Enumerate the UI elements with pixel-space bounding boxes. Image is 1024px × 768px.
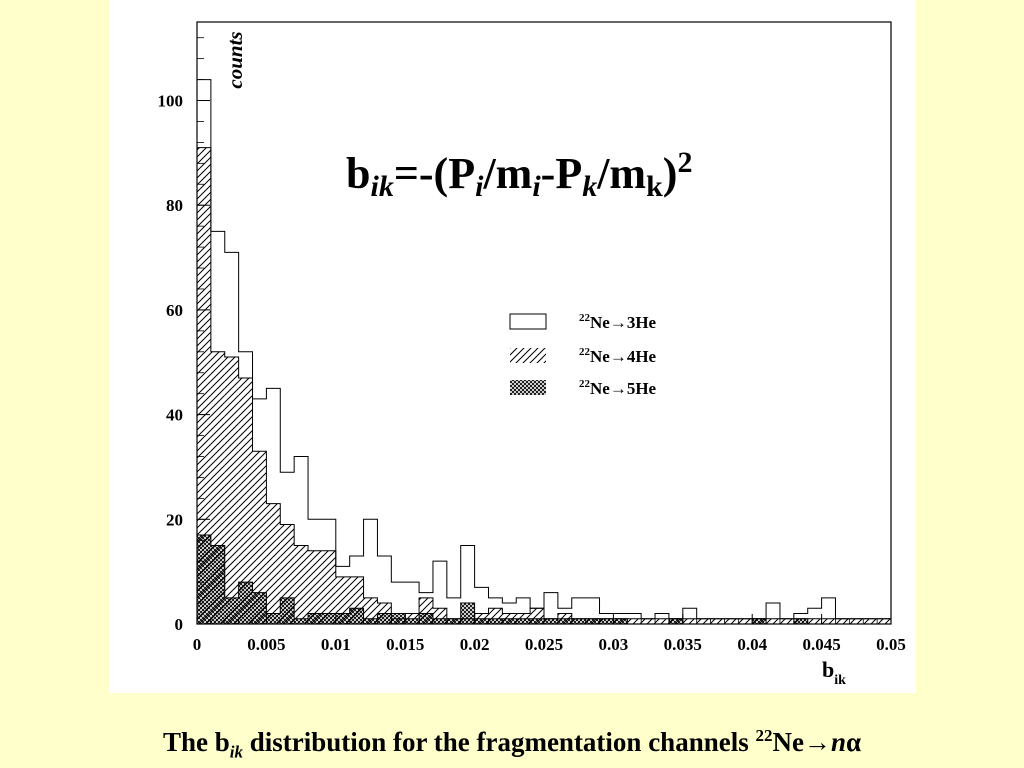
bar-crosshatch-40 (752, 618, 767, 624)
bar-open-45 (821, 597, 836, 624)
bar-crosshatch-27 (571, 618, 586, 624)
y-axis-title: counts (223, 31, 247, 88)
bar-crosshatch-7 (294, 618, 309, 624)
bar-crosshatch-0 (197, 535, 211, 624)
bar-hatch-38 (724, 618, 739, 624)
bar-crosshatch-23 (516, 618, 531, 624)
x-tick-label: 0.035 (664, 635, 702, 654)
x-tick-label: 0.05 (876, 635, 906, 654)
bar-crosshatch-22 (502, 618, 517, 624)
bar-hatch-9 (321, 550, 336, 624)
bar-crosshatch-1 (210, 545, 225, 624)
bar-open-18 (446, 597, 461, 624)
bar-hatch-37 (710, 618, 725, 624)
x-tick-label: 0.03 (599, 635, 629, 654)
bar-crosshatch-12 (363, 618, 378, 624)
x-tick-label: 0.045 (802, 635, 840, 654)
x-tick-label: 0.01 (321, 635, 351, 654)
bar-crosshatch-9 (321, 613, 336, 624)
bar-crosshatch-24 (530, 618, 544, 624)
bar-crosshatch-3 (238, 582, 253, 624)
axes: 0 0.005 0.01 0.015 0.02 0.025 0.03 0.035 0.04 0.0… (158, 37, 906, 654)
bar-hatch-46 (835, 618, 850, 624)
bar-crosshatch-15 (405, 618, 420, 624)
bar-open-28 (585, 597, 600, 624)
bar-hatch-10 (335, 576, 350, 624)
bar-open-25 (544, 592, 558, 624)
bar-crosshatch-4 (252, 592, 267, 624)
bar-hatch-0 (197, 147, 211, 625)
bar-crosshatch-14 (391, 613, 406, 624)
y-tick-label: 80 (166, 196, 183, 215)
x-tick-label: 0.02 (460, 635, 490, 654)
legend-label-4he: 22Ne→4He (579, 346, 657, 366)
bar-crosshatch-10 (335, 613, 350, 624)
x-tick-label: 0.005 (247, 635, 285, 654)
bar-hatch-32 (641, 618, 656, 624)
bar-hatch-36 (696, 618, 711, 624)
bar-crosshatch-6 (280, 597, 295, 624)
bar-hatch-45 (821, 618, 836, 624)
legend-swatch-5he (510, 380, 546, 395)
legend-swatch-3he (509, 313, 547, 330)
x-tick-label: 0.04 (737, 635, 767, 654)
y-tick-label: 0 (175, 615, 184, 634)
bar-hatch-5 (266, 503, 281, 624)
bar-hatch-31 (627, 618, 642, 624)
bar-hatch-3 (238, 377, 253, 624)
bar-crosshatch-43 (793, 618, 808, 624)
bar-hatch-47 (849, 618, 864, 624)
bar-crosshatch-25 (544, 618, 558, 624)
bar-crosshatch-34 (668, 618, 683, 624)
bar-crosshatch-30 (613, 618, 628, 624)
bar-hatch-33 (655, 618, 669, 624)
bar-crosshatch-17 (432, 618, 447, 624)
x-axis-title: bik (822, 657, 846, 688)
bar-hatch-8 (308, 550, 322, 624)
series-crosshatch (196, 534, 891, 625)
y-tick-label: 20 (166, 510, 183, 529)
chart-panel: 0 0.005 0.01 0.015 0.02 0.025 0.03 0.035 0.04 0.0… (109, 0, 916, 693)
x-tick-label: 0.015 (386, 635, 424, 654)
bar-hatch-42 (779, 618, 794, 624)
bar-crosshatch-21 (488, 618, 503, 624)
bar-crosshatch-2 (224, 597, 239, 624)
histogram-series (196, 79, 892, 625)
bar-hatch-48 (863, 618, 878, 624)
bar-hatch-2 (224, 357, 239, 624)
y-tick-label: 40 (166, 406, 183, 425)
bar-hatch-35 (682, 618, 697, 624)
bar-crosshatch-5 (266, 613, 281, 624)
slide-caption: The bik distribution for the fragmentati… (162, 726, 862, 762)
bar-crosshatch-11 (349, 608, 364, 624)
legend: 22Ne→3He 22Ne→4He 22Ne→5He (509, 312, 657, 398)
bar-crosshatch-26 (557, 618, 572, 624)
bar-crosshatch-13 (377, 613, 392, 624)
x-tick-label: 0.025 (525, 635, 563, 654)
bar-crosshatch-29 (599, 618, 614, 624)
legend-label-3he: 22Ne→3He (579, 312, 657, 332)
bar-open-27 (571, 597, 586, 624)
histogram-chart: 0 0.005 0.01 0.015 0.02 0.025 0.03 0.035 0.04 0.0… (158, 21, 906, 688)
bar-crosshatch-18 (446, 618, 461, 624)
legend-swatch-4he (510, 348, 546, 363)
bar-hatch-7 (294, 545, 309, 624)
y-tick-label: 60 (166, 301, 183, 320)
bar-crosshatch-28 (585, 618, 600, 624)
bar-crosshatch-20 (474, 618, 489, 624)
bar-hatch-41 (766, 618, 780, 624)
bar-crosshatch-8 (308, 613, 322, 624)
bar-hatch-49 (877, 618, 891, 624)
x-tick-label: 0 (193, 635, 202, 654)
formula-label: bik=-(Pi/mi-Pk/mk)2 (346, 146, 692, 203)
bar-hatch-39 (738, 618, 753, 624)
bar-hatch-44 (807, 618, 822, 624)
bar-crosshatch-19 (460, 603, 475, 624)
y-tick-label: 100 (158, 92, 184, 111)
bar-hatch-4 (252, 451, 267, 624)
bar-crosshatch-16 (419, 613, 433, 624)
bar-hatch-12 (363, 597, 378, 624)
outline-open (196, 79, 892, 624)
legend-label-5he: 22Ne→5He (579, 378, 657, 398)
